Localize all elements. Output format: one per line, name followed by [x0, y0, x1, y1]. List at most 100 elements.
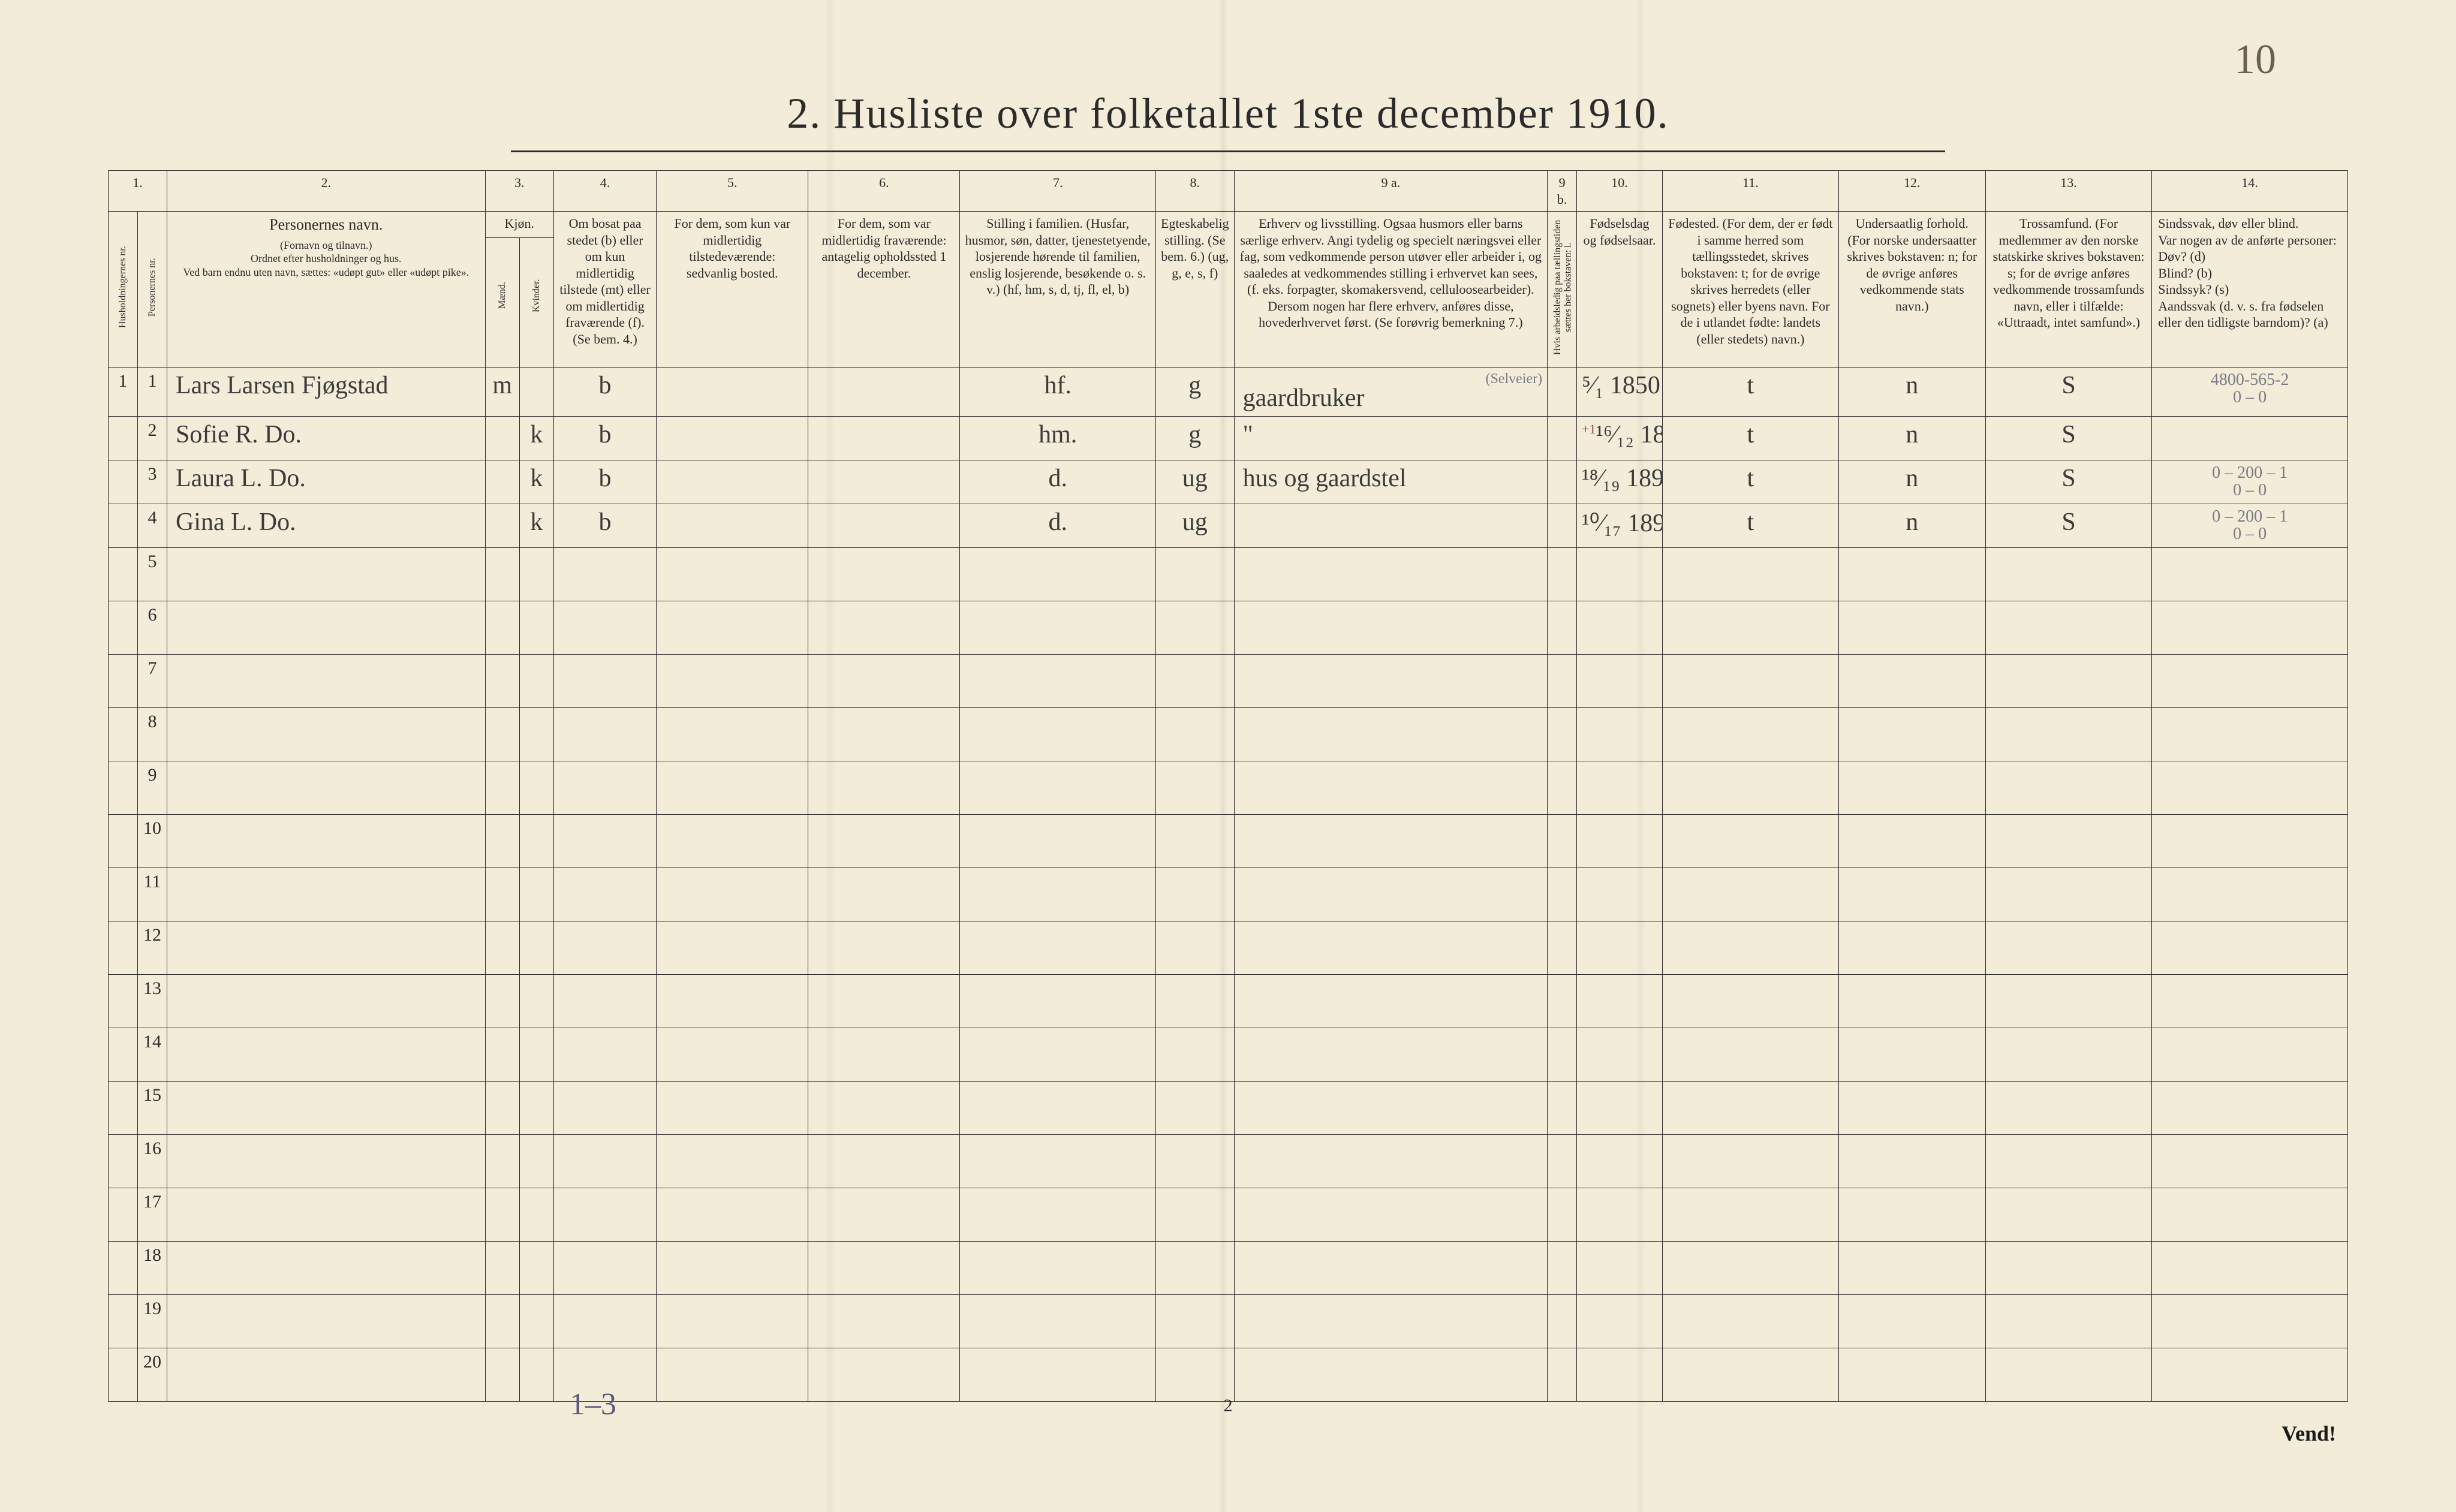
cell — [1838, 761, 1985, 814]
census-table: 1. 2. 3. 4. 5. 6. 7. 8. 9 a. 9 b. 10. 11… — [108, 170, 2348, 1402]
cell — [1234, 547, 1548, 601]
cell — [485, 601, 519, 654]
cell: 11 — [137, 868, 167, 921]
cell: S — [1985, 367, 2152, 416]
cell: ⁵⁄₁ 1850 — [1577, 367, 1663, 416]
cell — [553, 1134, 656, 1188]
cell — [1548, 416, 1577, 460]
cell — [960, 868, 1156, 921]
cell — [485, 654, 519, 707]
cell — [1985, 1134, 2152, 1188]
cell — [485, 1188, 519, 1241]
cell — [553, 868, 656, 921]
cell — [2152, 601, 2348, 654]
cell — [808, 1348, 960, 1401]
cell — [1234, 814, 1548, 868]
table-head: 1. 2. 3. 4. 5. 6. 7. 8. 9 a. 9 b. 10. 11… — [109, 171, 2348, 368]
cell — [1985, 1241, 2152, 1294]
cell — [1234, 1188, 1548, 1241]
cell — [657, 504, 808, 547]
cell — [1662, 761, 1838, 814]
cell — [2152, 1294, 2348, 1348]
cell — [485, 1294, 519, 1348]
cell — [657, 460, 808, 504]
cell — [1234, 1028, 1548, 1081]
cell — [960, 547, 1156, 601]
cell — [1985, 1081, 2152, 1134]
cell — [960, 601, 1156, 654]
cell — [960, 761, 1156, 814]
cell — [1662, 601, 1838, 654]
cell — [109, 1134, 138, 1188]
cell — [1155, 921, 1234, 974]
cell — [1548, 1348, 1577, 1401]
cell — [109, 504, 138, 547]
cell: g — [1155, 367, 1234, 416]
cell — [167, 974, 485, 1028]
cell — [553, 1241, 656, 1294]
cell — [1155, 868, 1234, 921]
table-row: 11Lars Larsen Fjøgstadmbhf.g(Selveier)ga… — [109, 367, 2348, 416]
colnum-14: 14. — [2152, 171, 2348, 212]
cell — [1155, 654, 1234, 707]
cell — [808, 504, 960, 547]
cell — [485, 1134, 519, 1188]
cell — [1577, 1348, 1663, 1401]
cell — [1662, 654, 1838, 707]
cell: 20 — [137, 1348, 167, 1401]
table-row: 6 — [109, 601, 2348, 654]
cell — [960, 1028, 1156, 1081]
cell — [519, 1348, 553, 1401]
cell — [167, 761, 485, 814]
cell: b — [553, 504, 656, 547]
cell — [553, 654, 656, 707]
cell — [1234, 921, 1548, 974]
table-row: 4Gina L. Do.kbd.ug¹⁰⁄₁₇ 1898tnS0 – 200 –… — [109, 504, 2348, 547]
cell — [109, 1081, 138, 1134]
cell: b — [553, 416, 656, 460]
cell — [808, 1081, 960, 1134]
cell — [1577, 1134, 1663, 1188]
cell — [2152, 1081, 2348, 1134]
cell — [1985, 1028, 2152, 1081]
cell — [519, 654, 553, 707]
hdr-undersaat: Undersaatlig forhold. (For norske unders… — [1838, 212, 1985, 368]
cell — [1577, 654, 1663, 707]
cell — [657, 547, 808, 601]
cell — [1577, 921, 1663, 974]
cell — [808, 974, 960, 1028]
cell — [960, 1134, 1156, 1188]
colnum-10: 10. — [1577, 171, 1663, 212]
cell — [1662, 707, 1838, 761]
cell — [553, 601, 656, 654]
cell — [1234, 1348, 1548, 1401]
cell: 8 — [137, 707, 167, 761]
cell: Sofie R. Do. — [167, 416, 485, 460]
header-row: Husholdningernes nr. Personernes nr. Per… — [109, 212, 2348, 238]
table-row: 18 — [109, 1241, 2348, 1294]
hdr-erhverv: Erhverv og livsstilling. Ogsaa husmors e… — [1234, 212, 1548, 368]
cell — [553, 921, 656, 974]
cell — [485, 761, 519, 814]
cell — [519, 974, 553, 1028]
cell — [2152, 654, 2348, 707]
cell — [808, 921, 960, 974]
cell — [1662, 814, 1838, 868]
cell: d. — [960, 504, 1156, 547]
cell — [1548, 707, 1577, 761]
colnum-11: 11. — [1662, 171, 1838, 212]
table-row: 9 — [109, 761, 2348, 814]
cell — [808, 1188, 960, 1241]
hdr-person-nr: Personernes nr. — [137, 212, 167, 368]
cell — [1838, 868, 1985, 921]
cell — [519, 367, 553, 416]
cell — [1234, 1081, 1548, 1134]
cell — [1985, 707, 2152, 761]
cell — [808, 460, 960, 504]
cell — [1838, 974, 1985, 1028]
cell — [657, 1294, 808, 1348]
hdr-bosat: Om bosat paa stedet (b) eller om kun mid… — [553, 212, 656, 368]
cell — [808, 1028, 960, 1081]
colnum-9a: 9 a. — [1234, 171, 1548, 212]
cell — [1838, 1294, 1985, 1348]
